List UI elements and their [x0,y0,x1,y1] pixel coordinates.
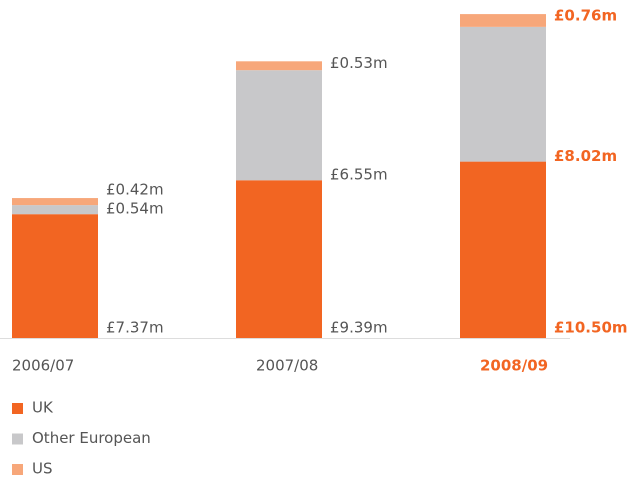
legend-label: Other European [32,429,151,447]
value-label: £0.53m [330,54,388,72]
bar-segment [236,61,322,71]
value-label: £6.55m [330,166,388,184]
bar-segment [236,180,322,338]
value-label: £0.42m [106,181,164,199]
bar-segment [12,205,98,215]
value-label: £9.39m [330,319,388,337]
value-label: £0.54m [106,200,164,218]
x-tick-label: 2008/09 [480,357,548,375]
bar-segment [460,26,546,162]
legend-swatch [12,433,23,445]
bar-segment [236,70,322,181]
bar-segment [460,14,546,27]
bar-segment [12,198,98,206]
x-tick-label: 2007/08 [256,357,318,375]
value-label: £7.37m [106,319,164,337]
x-tick-label: 2006/07 [12,357,74,375]
value-label: £0.76m [554,7,617,25]
legend-swatch [12,464,23,475]
bar-segment [12,214,98,338]
legend-swatch [12,403,23,414]
legend-label: US [32,460,53,478]
value-label: £10.50m [554,319,628,337]
legend-label: UK [32,399,54,417]
value-label: £8.02m [554,147,617,165]
bar-segment [460,161,546,338]
